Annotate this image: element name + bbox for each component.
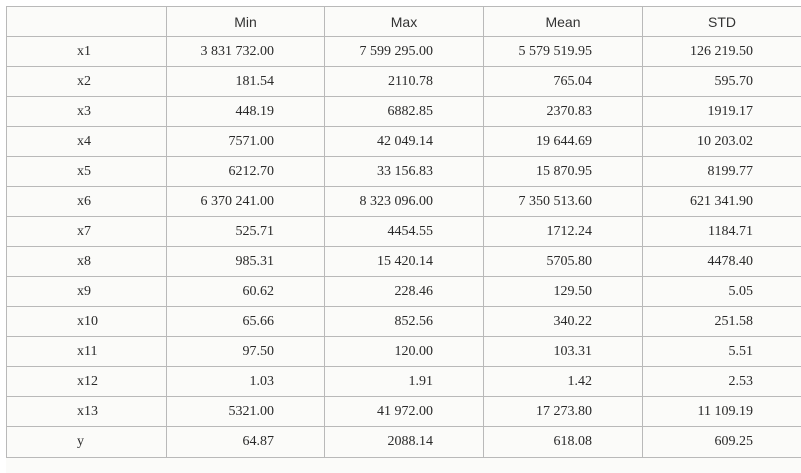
row-label-cell: x6 [6,186,167,217]
row-label-cell: x9 [6,276,167,307]
min-cell: 60.62 [166,276,325,307]
std-cell: 4478.40 [642,246,801,277]
min-cell: 97.50 [166,336,325,367]
std-cell: 251.58 [642,306,801,337]
max-cell: 120.00 [324,336,484,367]
std-cell: 8199.77 [642,156,801,187]
max-cell: 33 156.83 [324,156,484,187]
min-cell: 181.54 [166,66,325,97]
max-cell: 852.56 [324,306,484,337]
row-label-cell: x8 [6,246,167,277]
min-cell: 6 370 241.00 [166,186,325,217]
std-cell: 1919.17 [642,96,801,127]
std-cell: 126 219.50 [642,36,801,67]
std-cell: 595.70 [642,66,801,97]
min-cell: 3 831 732.00 [166,36,325,67]
mean-cell: 1.42 [483,366,643,397]
document-page: Min Max Mean STD x1 3 831 732.00 7 599 295… [6,6,801,473]
min-cell: 1.03 [166,366,325,397]
std-cell: 11 109.19 [642,396,801,427]
table-row: x1 3 831 732.00 7 599 295.00 5 579 519.95 12… [6,36,801,67]
header-cell-corner [6,6,167,37]
mean-cell: 5 579 519.95 [483,36,643,67]
max-cell: 228.46 [324,276,484,307]
mean-cell: 5705.80 [483,246,643,277]
max-cell: 2110.78 [324,66,484,97]
max-cell: 4454.55 [324,216,484,247]
max-cell: 2088.14 [324,426,484,458]
mean-cell: 17 273.80 [483,396,643,427]
header-cell-mean: Mean [483,6,643,37]
max-cell: 42 049.14 [324,126,484,157]
table-row: y 64.87 2088.14 618.08 609.25 [6,426,801,458]
mean-cell: 129.50 [483,276,643,307]
table-row: x4 7571.00 42 049.14 19 644.69 10 203.02 [6,126,801,157]
std-cell: 609.25 [642,426,801,458]
table-row: x11 97.50 120.00 103.31 5.51 [6,336,801,367]
table-row: x7 525.71 4454.55 1712.24 1184.71 [6,216,801,247]
statistics-table: Min Max Mean STD x1 3 831 732.00 7 599 295… [6,6,801,458]
mean-cell: 618.08 [483,426,643,458]
min-cell: 5321.00 [166,396,325,427]
table-row: x6 6 370 241.00 8 323 096.00 7 350 513.60 62… [6,186,801,217]
mean-cell: 7 350 513.60 [483,186,643,217]
std-cell: 2.53 [642,366,801,397]
mean-cell: 103.31 [483,336,643,367]
row-label-cell: x10 [6,306,167,337]
table-row: x3 448.19 6882.85 2370.83 1919.17 [6,96,801,127]
table-row: x13 5321.00 41 972.00 17 273.80 11 109.19 [6,396,801,427]
mean-cell: 340.22 [483,306,643,337]
header-cell-max: Max [324,6,484,37]
std-cell: 5.51 [642,336,801,367]
table-row: x5 6212.70 33 156.83 15 870.95 8199.77 [6,156,801,187]
row-label-cell: x2 [6,66,167,97]
row-label-cell: x3 [6,96,167,127]
std-cell: 621 341.90 [642,186,801,217]
max-cell: 1.91 [324,366,484,397]
table-row: x8 985.31 15 420.14 5705.80 4478.40 [6,246,801,277]
row-label-cell: x13 [6,396,167,427]
header-row: Min Max Mean STD [6,6,801,37]
row-label-cell: y [6,426,167,458]
std-cell: 1184.71 [642,216,801,247]
row-label-cell: x7 [6,216,167,247]
max-cell: 15 420.14 [324,246,484,277]
mean-cell: 19 644.69 [483,126,643,157]
min-cell: 448.19 [166,96,325,127]
row-label-cell: x11 [6,336,167,367]
min-cell: 985.31 [166,246,325,277]
mean-cell: 15 870.95 [483,156,643,187]
min-cell: 7571.00 [166,126,325,157]
row-label-cell: x5 [6,156,167,187]
row-label-cell: x12 [6,366,167,397]
mean-cell: 1712.24 [483,216,643,247]
header-cell-std: STD [642,6,801,37]
row-label-cell: x4 [6,126,167,157]
min-cell: 525.71 [166,216,325,247]
min-cell: 64.87 [166,426,325,458]
table-row: x10 65.66 852.56 340.22 251.58 [6,306,801,337]
max-cell: 7 599 295.00 [324,36,484,67]
max-cell: 41 972.00 [324,396,484,427]
std-cell: 5.05 [642,276,801,307]
table-row: x9 60.62 228.46 129.50 5.05 [6,276,801,307]
max-cell: 8 323 096.00 [324,186,484,217]
row-label-cell: x1 [6,36,167,67]
max-cell: 6882.85 [324,96,484,127]
table-row: x12 1.03 1.91 1.42 2.53 [6,366,801,397]
header-cell-min: Min [166,6,325,37]
table-row: x2 181.54 2110.78 765.04 595.70 [6,66,801,97]
std-cell: 10 203.02 [642,126,801,157]
mean-cell: 2370.83 [483,96,643,127]
table-body: x1 3 831 732.00 7 599 295.00 5 579 519.95 12… [6,36,801,458]
min-cell: 6212.70 [166,156,325,187]
min-cell: 65.66 [166,306,325,337]
mean-cell: 765.04 [483,66,643,97]
